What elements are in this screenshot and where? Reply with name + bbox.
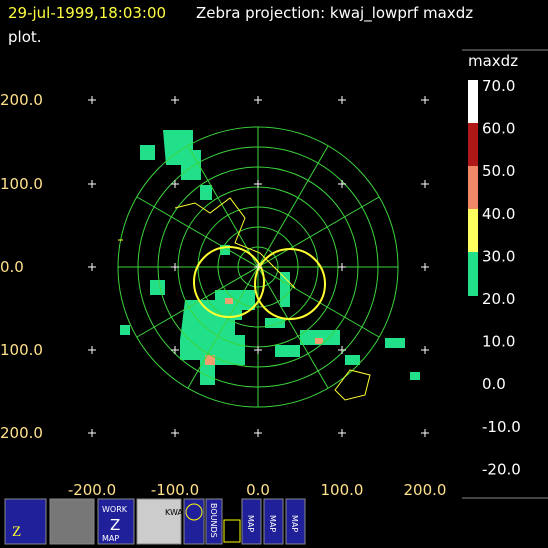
x-label: 100.0 — [321, 481, 364, 499]
y-label: 100.0 — [0, 175, 43, 193]
y-label: 200.0 — [0, 424, 43, 442]
map-button[interactable] — [241, 498, 262, 545]
button-label: WORK — [102, 505, 128, 514]
colorbar-label: 50.0 — [482, 162, 515, 180]
x-label: 0.0 — [246, 481, 270, 499]
kwaj-button[interactable] — [136, 498, 182, 545]
map-button[interactable] — [285, 498, 306, 545]
colorbar-title: maxdz — [468, 52, 518, 70]
colorbar-label: 60.0 — [482, 120, 515, 138]
button-label: MAP — [102, 534, 119, 543]
y-label: 200.0 — [0, 91, 43, 109]
title-cont: plot. — [8, 28, 42, 46]
coastline — [118, 197, 371, 401]
colorbar-label: 10.0 — [482, 333, 515, 351]
toolbar: Z WORK Z MAP KWAJ BOUNDS MAP MAP MAP — [4, 498, 306, 545]
button-label: MAP — [290, 515, 299, 532]
x-label: -100.0 — [151, 481, 199, 499]
button-label: MAP — [268, 515, 277, 532]
plot: -200.0 -100.0 0.0 100.0 200.0 200.0 100.0 0.0 10… — [0, 91, 446, 499]
colorbar-label: 0.0 — [482, 375, 506, 393]
colorbar-label: 20.0 — [482, 290, 515, 308]
colorbar-label: 30.0 — [482, 247, 515, 265]
x-label: -200.0 — [68, 481, 116, 499]
colorbar-label: -20.0 — [482, 460, 521, 478]
strong-echoes — [205, 298, 323, 365]
rings-button[interactable] — [183, 498, 205, 545]
zebra-button[interactable] — [4, 498, 47, 545]
svg-text:Z: Z — [12, 524, 21, 540]
coverage — [193, 246, 326, 320]
colorbar-label: 40.0 — [482, 205, 515, 223]
button-label: KWAJ — [165, 508, 185, 517]
x-label: 200.0 — [404, 481, 447, 499]
colorbar: maxdz 70.0 60.0 50.0 40.0 30.0 20.0 10.0 0.0 -10… — [462, 49, 548, 499]
y-label: 0.0 — [0, 258, 24, 276]
map-button[interactable] — [263, 498, 284, 545]
colorbar-label: 70.0 — [482, 77, 515, 95]
button-label: BOUNDS — [209, 503, 218, 538]
bounds-button[interactable] — [205, 498, 223, 545]
y-label: 100.0 — [0, 341, 43, 359]
colorbar-label: -10.0 — [482, 418, 521, 436]
grid-button[interactable] — [223, 519, 241, 543]
button-label: MAP — [246, 515, 255, 532]
title: Zebra projection: kwaj_lowprf maxdz — [196, 4, 473, 23]
image-button[interactable] — [49, 498, 95, 545]
workmap-button[interactable] — [97, 498, 135, 545]
grid-crosses — [88, 96, 429, 437]
svg-text:Z: Z — [110, 516, 120, 534]
time: 29-jul-1999,18:03:00 — [8, 4, 166, 22]
